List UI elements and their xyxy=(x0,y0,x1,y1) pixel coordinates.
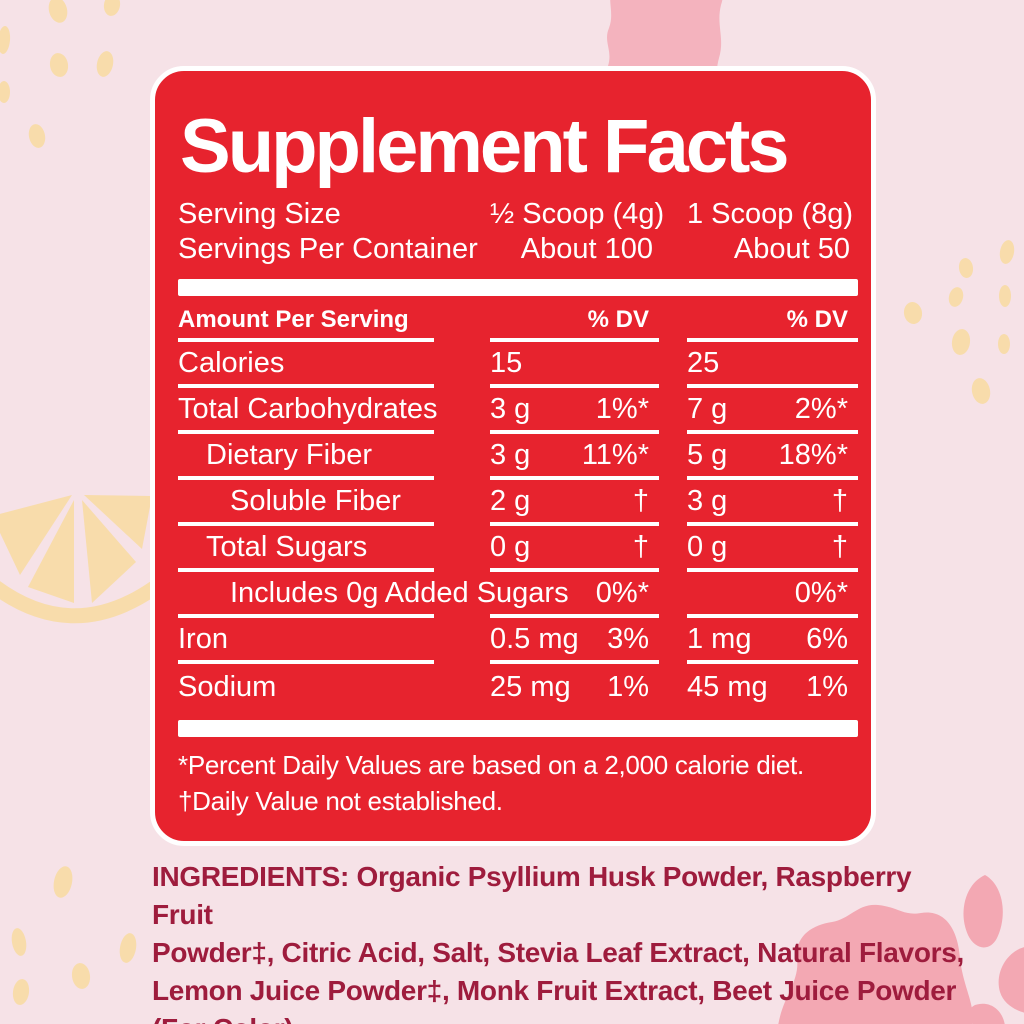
nutrient-row: Sodium 25 mg 1% 45 mg 1% xyxy=(178,664,858,710)
dv-col2: † xyxy=(831,484,848,517)
serving-size-row: Serving Size ½ Scoop (4g) 1 Scoop (8g) xyxy=(178,197,858,232)
dv-col2: 2%* xyxy=(794,392,848,425)
dv-col1: 1% xyxy=(607,670,649,703)
nutrient-row: Total Carbohydrates 3 g 1%* 7 g 2%* xyxy=(178,388,858,434)
nutrient-label: Total Sugars xyxy=(206,530,368,563)
leaf-icon xyxy=(998,947,1024,1013)
amount-col1: 25 mg xyxy=(490,670,571,703)
nutrient-label: Dietary Fiber xyxy=(206,438,372,471)
dv-col2: 18%* xyxy=(778,438,848,471)
dv-header-col1: % DV xyxy=(490,302,659,342)
ingredients-text: INGREDIENTS: Organic Psyllium Husk Powde… xyxy=(152,861,964,1024)
nutrient-row: Soluble Fiber 2 g † 3 g † xyxy=(178,480,858,526)
amount-col1: 0 g xyxy=(490,530,531,563)
nutrient-label: Soluble Fiber xyxy=(230,484,401,517)
dv-col2: 1% xyxy=(806,670,848,703)
dv-col1: 3% xyxy=(607,622,649,655)
serving-size-col1: ½ Scoop (4g) xyxy=(490,198,665,230)
serving-size-col2: 1 Scoop (8g) xyxy=(687,198,854,230)
amount-col1: 2 g xyxy=(490,484,531,517)
amount-col2: 45 mg xyxy=(687,670,768,703)
serving-size-label: Serving Size xyxy=(178,198,341,230)
dv-col2: † xyxy=(831,530,848,563)
berry-blob-icon xyxy=(778,875,1024,1024)
supplement-facts-panel: Supplement Facts Serving Size ½ Scoop (4… xyxy=(150,66,876,846)
confetti-dots-bottom-left-icon xyxy=(11,866,137,1005)
lemon-slice-icon xyxy=(0,495,162,624)
nutrient-row: Calories 15 25 xyxy=(178,342,858,388)
nutrient-row: Dietary Fiber 3 g 11%* 5 g 18%* xyxy=(178,434,858,480)
servings-col2: About 50 xyxy=(733,233,850,265)
nutrient-label: Includes 0g Added Sugars xyxy=(230,576,569,609)
table-header-row: Amount Per Serving % DV % DV xyxy=(178,302,858,342)
dv-col1: † xyxy=(632,530,649,563)
amount-col2: 25 xyxy=(687,346,720,379)
servings-per-container-row: Servings Per Container About 100 About 5… xyxy=(178,232,858,267)
dv-col1: 1%* xyxy=(595,392,649,425)
separator-bar-top xyxy=(178,279,858,296)
amount-col2: 7 g xyxy=(687,392,728,425)
nutrient-row: Includes 0g Added Sugars 0%* 0%* xyxy=(178,572,858,618)
panel-title: Supplement Facts xyxy=(180,104,790,189)
nutrient-table: Calories 15 25 Total Carbohydrates 3 g 1%… xyxy=(178,342,858,710)
amount-col2: 5 g xyxy=(687,438,728,471)
amount-col2: 1 mg xyxy=(687,622,752,655)
footnotes: *Percent Daily Values are based on a 2,0… xyxy=(178,747,858,819)
dv-col2: 0%* xyxy=(794,576,848,609)
dv-col1: † xyxy=(632,484,649,517)
dv-col1: 11%* xyxy=(581,438,649,471)
confetti-dots-top-left-icon xyxy=(0,0,121,148)
nutrient-label: Calories xyxy=(178,346,285,379)
amount-col1: 3 g xyxy=(490,438,531,471)
nutrient-label: Total Carbohydrates xyxy=(178,392,438,425)
servings-col1: About 100 xyxy=(520,233,653,265)
nutrient-label: Iron xyxy=(178,622,228,655)
dv-col1: 0%* xyxy=(595,576,649,609)
nutrient-label: Sodium xyxy=(178,670,277,703)
leaf-icon xyxy=(963,875,1003,948)
amount-col1: 3 g xyxy=(490,392,531,425)
nutrient-row: Iron 0.5 mg 3% 1 mg 6% xyxy=(178,618,858,664)
footnote-daily-values: *Percent Daily Values are based on a 2,0… xyxy=(178,750,804,780)
amount-col1: 15 xyxy=(490,346,523,379)
amount-col1: 0.5 mg xyxy=(490,622,579,655)
confetti-dots-right-icon xyxy=(903,240,1015,404)
amount-col2: 3 g xyxy=(687,484,728,517)
amount-per-serving-label: Amount Per Serving xyxy=(178,302,434,342)
nutrient-row: Total Sugars 0 g † 0 g † xyxy=(178,526,858,572)
leaf-icon xyxy=(967,1003,1005,1024)
footnote-dagger: †Daily Value not established. xyxy=(178,786,503,816)
amount-col2: 0 g xyxy=(687,530,728,563)
servings-label: Servings Per Container xyxy=(178,233,478,265)
dv-col2: 6% xyxy=(806,622,848,655)
dv-header-col2: % DV xyxy=(687,302,858,342)
separator-bar-bottom xyxy=(178,720,858,737)
